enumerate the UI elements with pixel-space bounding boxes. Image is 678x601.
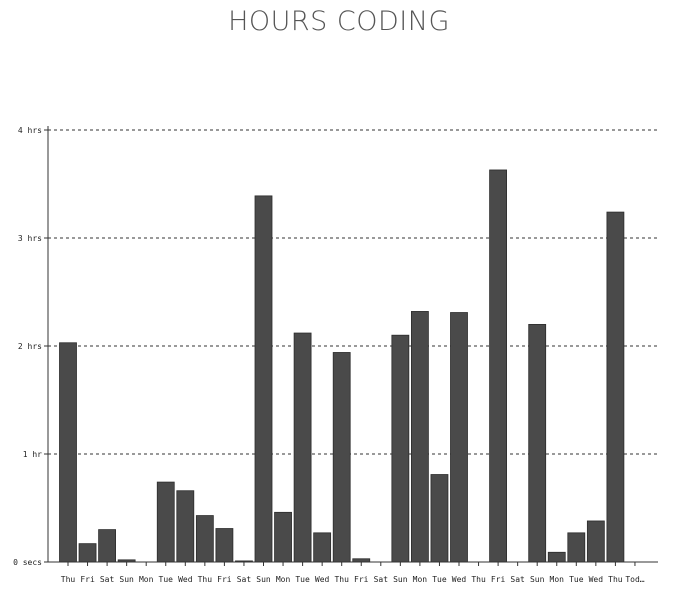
x-tick-label: Tue [159, 575, 174, 584]
x-tick-label: Sun [393, 575, 408, 584]
y-axis: 0 secs 1 hr 2 hrs 3 hrs 4 hrs [13, 126, 49, 567]
bar [313, 532, 332, 563]
x-tick-label: Sat [237, 575, 252, 584]
x-tick-label: Thu [334, 575, 349, 584]
bar [430, 474, 449, 563]
bar [78, 543, 97, 563]
bar [156, 481, 175, 563]
x-axis: Thu Fri Sat Sun Mon Tue Wed Thu Fri Sat Sun Mon Tue W… [48, 561, 658, 584]
x-tick-label: Mon [413, 575, 428, 584]
bar [274, 511, 292, 563]
x-tick-label: Sun [530, 575, 545, 584]
x-tick-label: Tue [432, 575, 447, 584]
bar [98, 529, 116, 563]
bar [547, 551, 566, 563]
x-tick-label: Sat [100, 575, 115, 584]
x-tick-label: Fri [80, 575, 95, 584]
bar [606, 211, 625, 563]
y-tick-label: 2 hrs [18, 342, 42, 351]
bar [293, 332, 312, 563]
x-tick-label: Wed [315, 575, 330, 584]
bar [195, 515, 214, 563]
bars [59, 169, 625, 563]
x-tick-label: Mon [550, 575, 565, 584]
x-tick-label: Fri [354, 575, 369, 584]
x-tick-label: Tue [569, 575, 584, 584]
x-tick-label: Sat [374, 575, 389, 584]
y-tick-label: 4 hrs [18, 126, 42, 135]
gridlines [48, 129, 658, 455]
x-tick-label: Thu [198, 575, 213, 584]
x-tick-label: Sun [256, 575, 271, 584]
x-tick-label: Sat [510, 575, 525, 584]
bar [254, 195, 273, 563]
x-tick-label: Mon [139, 575, 154, 584]
y-tick-label: 3 hrs [18, 234, 42, 243]
x-tick-label: Wed [452, 575, 467, 584]
x-tick-label: Tod… [625, 575, 644, 584]
y-tick-label: 1 hr [23, 450, 42, 459]
bar [489, 169, 508, 563]
bar [391, 334, 410, 563]
x-tick-label: Thu [61, 575, 76, 584]
x-tick-label: Mon [276, 575, 291, 584]
x-tick-label: Sun [119, 575, 134, 584]
bar [586, 520, 605, 563]
bar [176, 490, 195, 563]
bar [59, 342, 77, 563]
chart-title: HOURS CODING [228, 6, 450, 37]
bar [215, 528, 234, 563]
bar [567, 532, 586, 563]
x-tick-label: Thu [608, 575, 623, 584]
x-tick-label: Thu [471, 575, 486, 584]
x-tick-label: Fri [491, 575, 506, 584]
x-tick-label: Wed [589, 575, 604, 584]
bar [332, 352, 351, 563]
y-tick-label: 0 secs [13, 558, 42, 567]
x-tick-label: Tue [295, 575, 310, 584]
bar [410, 311, 429, 563]
x-tick-label: Wed [178, 575, 193, 584]
bar [450, 312, 468, 563]
x-tick-label: Fri [217, 575, 232, 584]
bar [528, 323, 547, 563]
